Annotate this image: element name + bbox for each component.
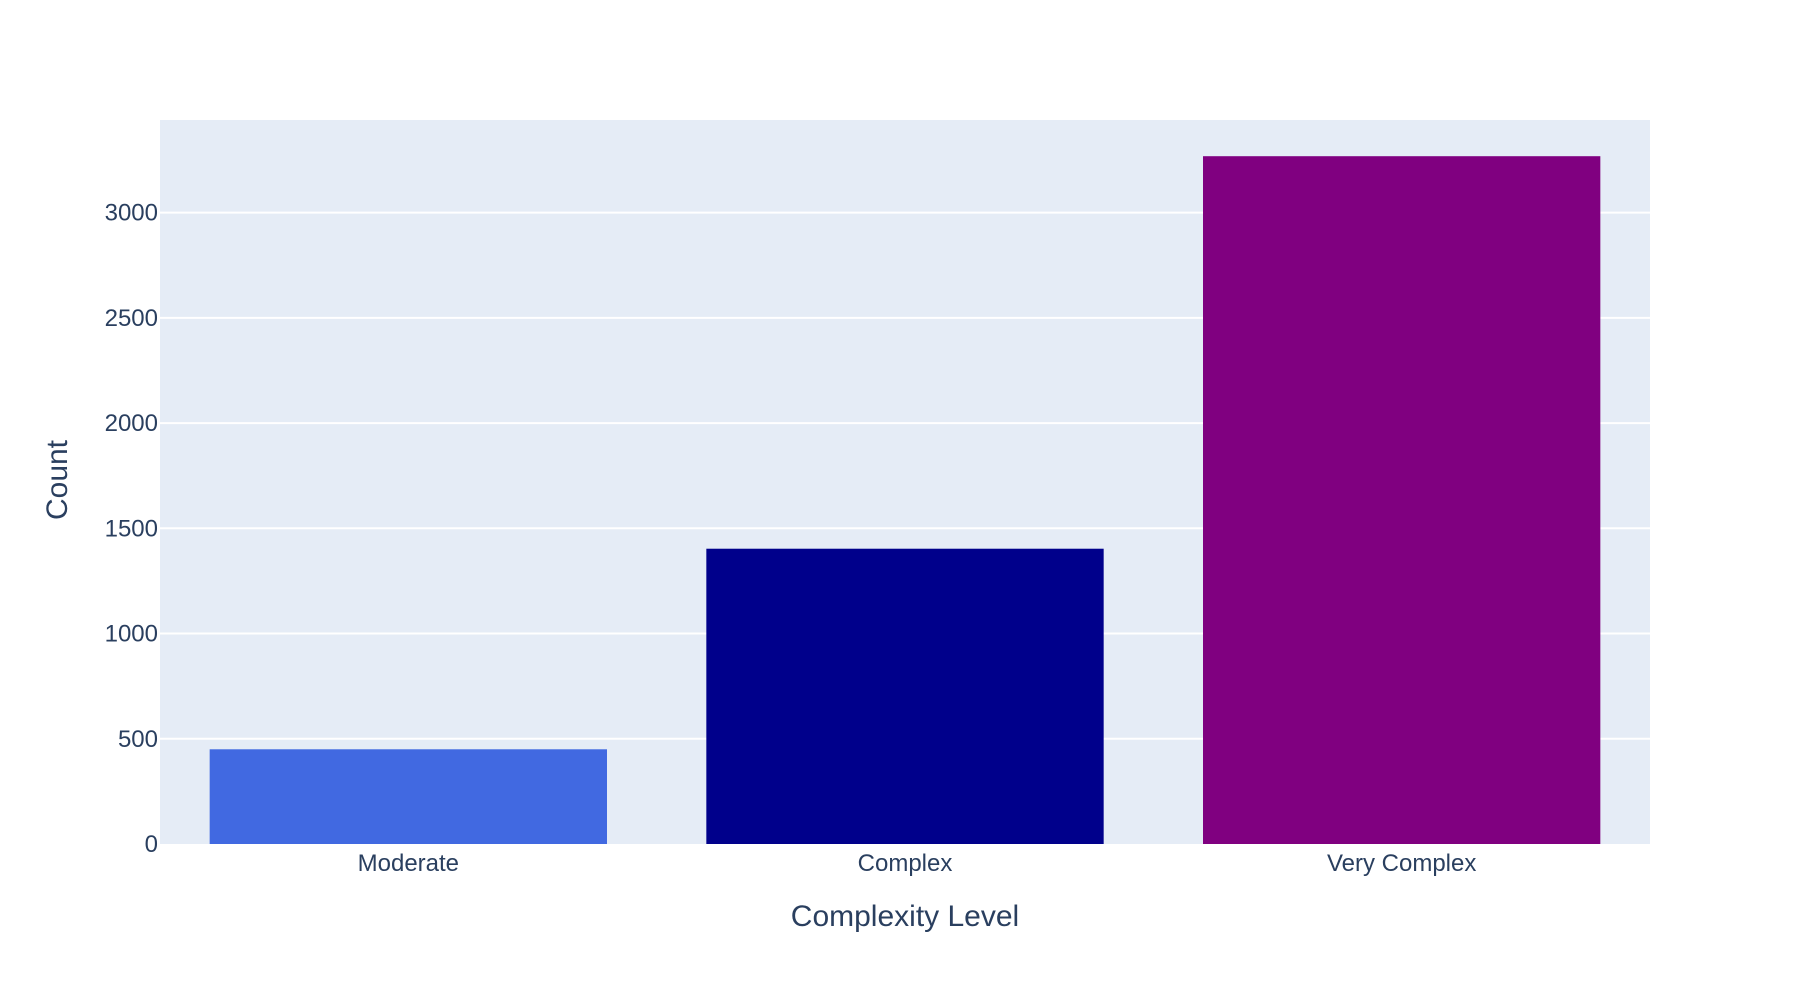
y-tick-label: 3000 — [105, 200, 158, 227]
bar-moderate[interactable] — [209, 749, 607, 844]
x-tick-label: Complex — [858, 850, 953, 877]
y-tick-label: 2000 — [105, 410, 158, 437]
x-axis-title: Complexity Level — [791, 900, 1019, 933]
x-tick-label: Very Complex — [1327, 850, 1476, 877]
bars — [209, 156, 1601, 844]
bar-complex[interactable] — [706, 548, 1104, 844]
x-axis-ticks: Moderate Complex Very Complex — [358, 850, 1477, 877]
y-tick-label: 0 — [145, 831, 158, 858]
x-tick-label: Moderate — [358, 850, 459, 877]
y-tick-label: 1000 — [105, 621, 158, 648]
y-axis-ticks: 0 500 1000 1500 2000 2500 3000 — [105, 200, 158, 858]
bar-very-complex[interactable] — [1203, 156, 1601, 844]
y-tick-label: 2500 — [105, 305, 158, 332]
y-axis-title: Count — [41, 439, 74, 520]
y-tick-label: 1500 — [105, 515, 158, 542]
y-tick-label: 500 — [118, 726, 158, 753]
